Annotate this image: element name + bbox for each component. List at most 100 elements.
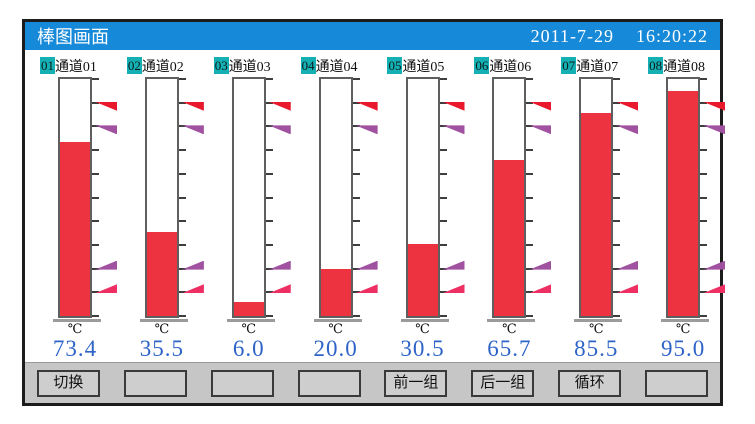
tick-mark <box>178 267 186 270</box>
alarm-marker-hh <box>95 101 117 111</box>
unit-label: ℃ <box>328 321 343 336</box>
softkey-button-empty[interactable] <box>297 369 361 397</box>
channel-number-badge: 06 <box>474 57 490 74</box>
channel-value: 6.0 <box>232 336 265 361</box>
alarm-marker-hh <box>181 101 204 111</box>
tick-mark <box>613 125 621 128</box>
channel-number-badge: 02 <box>126 57 142 74</box>
unit-label: ℃ <box>67 321 83 336</box>
tick-mark <box>439 149 447 152</box>
channel-label: 02 通道02 <box>112 56 199 75</box>
tick-mark <box>265 243 273 246</box>
tick-mark <box>526 315 534 317</box>
tick-mark <box>178 243 186 246</box>
alarm-marker-hh <box>442 101 465 111</box>
alarm-marker-h <box>355 125 378 135</box>
tick-mark <box>700 172 708 175</box>
channel-value: 95.0 <box>661 336 706 361</box>
tick-mark <box>178 125 186 128</box>
channel-label: 08 通道08 <box>633 56 720 75</box>
tick-mark <box>439 291 447 294</box>
softkey-button-empty[interactable] <box>123 369 187 397</box>
tick-mark <box>92 172 99 175</box>
tick-mark <box>265 315 273 317</box>
tick-mark <box>700 101 708 104</box>
softkey-slot <box>199 369 286 397</box>
channel-column: 01 通道01 ℃ 73.4 <box>25 50 117 362</box>
bar-fill <box>320 268 351 316</box>
channel-column: 06 通道06 ℃ 65.7 <box>459 50 552 362</box>
bar-frame <box>400 77 465 322</box>
unit-label: ℃ <box>502 321 517 336</box>
tick-mark <box>92 101 99 104</box>
tick-mark <box>178 291 186 294</box>
alarm-marker-h <box>442 125 465 135</box>
alarm-marker-l <box>442 260 465 270</box>
softkey-button-empty[interactable] <box>645 369 709 397</box>
tick-mark <box>92 291 99 294</box>
softkey-button-6[interactable]: 后一组 <box>471 369 535 397</box>
tick-mark <box>613 149 621 152</box>
tick-mark <box>700 243 708 246</box>
tick-mark <box>352 78 360 80</box>
tick-mark <box>265 149 273 152</box>
alarm-marker-ll <box>442 284 465 294</box>
tick-mark <box>265 196 273 199</box>
tick-mark <box>352 149 360 152</box>
alarm-marker-hh <box>355 101 378 111</box>
tick-mark <box>178 149 186 152</box>
bar-frame <box>487 77 552 322</box>
softkey-bar: 切换 前一组 后一组 循环 <box>25 362 720 403</box>
tick-mark <box>700 220 708 223</box>
tick-mark <box>700 149 708 152</box>
alarm-marker-ll <box>355 284 378 294</box>
tick-mark <box>613 172 621 175</box>
tick-mark <box>439 125 447 128</box>
alarm-marker-l <box>268 260 291 270</box>
tick-mark <box>526 267 534 270</box>
tick-mark <box>352 315 360 317</box>
channel-number-badge: 01 <box>39 57 55 74</box>
tick-mark <box>265 101 273 104</box>
softkey-button-empty[interactable] <box>210 369 274 397</box>
tick-mark <box>700 196 708 199</box>
channel-column: 08 通道08 ℃ 95.0 <box>633 50 726 362</box>
bar-fill <box>146 231 177 316</box>
channel-column: 04 通道04 ℃ 20.0 <box>286 50 378 362</box>
tick-mark <box>613 267 621 270</box>
bar-fill <box>60 142 90 316</box>
tick-mark <box>700 125 708 128</box>
softkey-button-1[interactable]: 切换 <box>36 369 100 397</box>
tick-mark <box>178 172 186 175</box>
bar-fill <box>494 160 525 316</box>
softkey-button-5[interactable]: 前一组 <box>384 369 448 397</box>
channel-column: 05 通道05 ℃ 30.5 <box>373 50 465 362</box>
softkey-button-7[interactable]: 循环 <box>558 369 622 397</box>
softkey-slot <box>112 369 199 397</box>
tick-mark <box>352 125 360 128</box>
alarm-marker-h <box>616 125 639 135</box>
tick-mark <box>526 78 534 80</box>
alarm-marker-ll <box>181 284 204 294</box>
bar-frame <box>53 77 117 322</box>
alarm-marker-l <box>529 260 552 270</box>
channel-value: 20.0 <box>313 336 358 361</box>
bar-frame <box>574 77 639 322</box>
time-label: 16:20:22 <box>635 25 708 46</box>
alarm-marker-h <box>268 125 291 135</box>
alarm-marker-l <box>181 260 204 270</box>
tick-mark <box>352 172 360 175</box>
tick-mark <box>700 267 708 270</box>
alarm-marker-l <box>355 260 378 270</box>
tick-mark <box>265 125 273 128</box>
tick-mark <box>700 291 708 294</box>
alarm-marker-ll <box>529 284 552 294</box>
tick-mark <box>265 78 273 80</box>
bar-fill <box>407 243 438 316</box>
tick-mark <box>439 78 447 80</box>
tick-mark <box>526 220 534 223</box>
alarm-marker-hh <box>616 101 639 111</box>
tick-mark <box>526 291 534 294</box>
channel-label: 06 通道06 <box>459 56 546 75</box>
tick-mark <box>265 291 273 294</box>
